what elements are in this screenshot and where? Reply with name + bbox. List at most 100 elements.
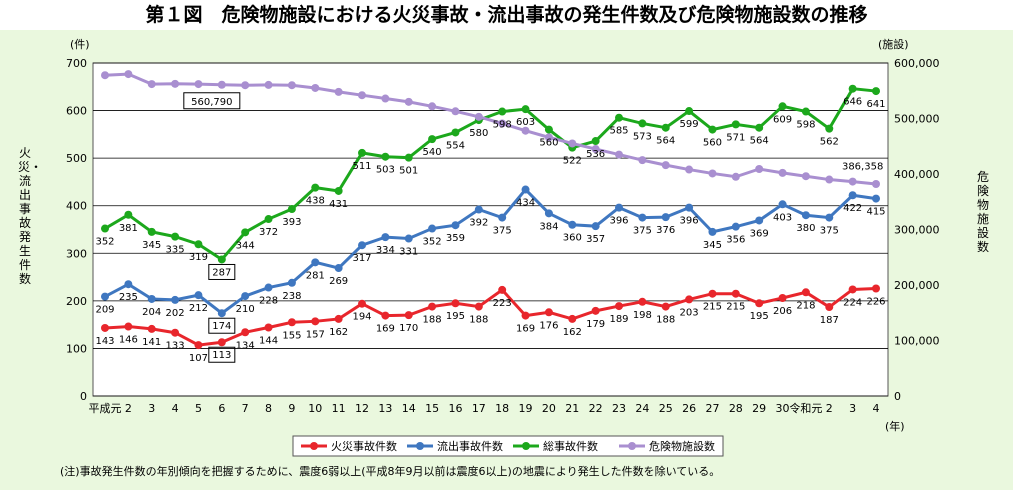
data-point: [755, 299, 764, 308]
data-label: 203: [680, 307, 699, 318]
data-point: [778, 200, 787, 209]
data-point: [241, 328, 250, 337]
data-point: [241, 228, 250, 237]
data-point: [638, 297, 647, 306]
data-point: [685, 295, 694, 304]
data-point: [171, 79, 180, 88]
data-label: 352: [423, 237, 442, 248]
series-line: [104, 87, 877, 262]
data-point: [171, 295, 180, 304]
data-point: [451, 107, 460, 116]
data-label: 212: [189, 303, 208, 314]
data-point: [755, 165, 764, 174]
data-point: [217, 309, 226, 318]
data-point: [311, 258, 320, 267]
label-box: [183, 92, 241, 110]
x-tick-label: 3: [849, 402, 856, 415]
data-label: 381: [119, 223, 138, 234]
data-label: 218: [796, 300, 815, 311]
data-label: 188: [423, 315, 442, 326]
x-tick-label: 11: [332, 402, 346, 415]
data-point: [591, 137, 600, 146]
data-point: [661, 302, 670, 311]
data-point: [568, 139, 577, 148]
data-point: [544, 209, 553, 218]
left-axis-unit: (件): [70, 38, 90, 51]
data-label: 187: [820, 315, 839, 326]
right-tick-label: 500,000: [894, 113, 940, 126]
series-line: [104, 72, 877, 186]
legend-label: 総事故件数: [543, 439, 598, 453]
data-point: [381, 233, 390, 242]
data-point: [731, 172, 740, 181]
data-label: 133: [166, 341, 185, 352]
right-tick-label: 400,000: [894, 168, 940, 181]
data-point: [334, 87, 343, 96]
data-point: [638, 213, 647, 222]
data-point: [381, 94, 390, 103]
data-point: [404, 153, 413, 162]
x-tick-label: 12: [355, 402, 369, 415]
data-label: 224: [843, 297, 862, 308]
data-point: [498, 107, 507, 116]
data-label: 372: [259, 227, 278, 238]
legend-label: 危険物施設数: [649, 439, 715, 453]
data-point: [638, 119, 647, 128]
data-label: 646: [843, 97, 862, 108]
data-point: [801, 172, 810, 181]
x-tick-label: 3: [148, 402, 155, 415]
data-label: 380: [796, 223, 815, 234]
x-tick-label: 令和元: [789, 401, 822, 415]
right-axis-unit: (施設): [878, 38, 909, 51]
footnote: (注)事故発生件数の年別傾向を把握するために、震度6弱以上(平成8年9月以前は震…: [60, 465, 721, 478]
data-point: [708, 169, 717, 178]
data-label: 396: [680, 216, 699, 227]
data-point: [334, 264, 343, 273]
data-point: [615, 113, 623, 122]
data-label: 392: [469, 218, 488, 229]
x-tick-label: 21: [565, 402, 579, 415]
data-point: [872, 284, 880, 293]
data-label: 641: [866, 99, 885, 110]
data-point: [474, 205, 483, 214]
data-label: 188: [656, 315, 675, 326]
left-tick-label: 300: [66, 247, 87, 260]
left-tick-label: 100: [66, 342, 87, 355]
data-point: [872, 87, 880, 96]
data-label: 134: [236, 340, 255, 351]
x-axis-unit: (年): [885, 420, 905, 433]
data-point: [474, 302, 483, 311]
legend-marker: [310, 442, 318, 450]
data-label: 393: [282, 217, 301, 228]
data-point: [848, 84, 857, 93]
x-tick-label: 7: [242, 402, 249, 415]
data-point: [311, 183, 320, 192]
legend-label: 流出事故件数: [437, 439, 503, 453]
x-tick-label: 16: [448, 402, 462, 415]
data-point: [685, 203, 694, 212]
data-point: [147, 227, 156, 236]
data-point: [381, 311, 390, 320]
data-label: 269: [329, 276, 348, 287]
data-point: [287, 278, 296, 287]
data-point: [544, 308, 553, 317]
data-label: 157: [306, 329, 325, 340]
data-point: [778, 102, 787, 111]
data-point: [498, 213, 507, 222]
data-label: 345: [703, 240, 722, 251]
data-label: 522: [563, 156, 582, 167]
data-label: 176: [539, 320, 558, 331]
data-point: [217, 80, 226, 89]
data-point: [615, 150, 623, 159]
data-point: [498, 285, 507, 294]
data-label: 146: [119, 335, 138, 346]
data-point: [287, 205, 296, 214]
data-point: [661, 161, 670, 170]
x-tick-label: 14: [402, 402, 416, 415]
data-point: [801, 107, 810, 116]
data-label: 169: [376, 324, 395, 335]
data-label: 209: [95, 305, 114, 316]
legend: [292, 435, 724, 457]
left-axis-label: 火災・流出事故発生件数: [18, 146, 43, 286]
data-label: 384: [539, 221, 558, 232]
